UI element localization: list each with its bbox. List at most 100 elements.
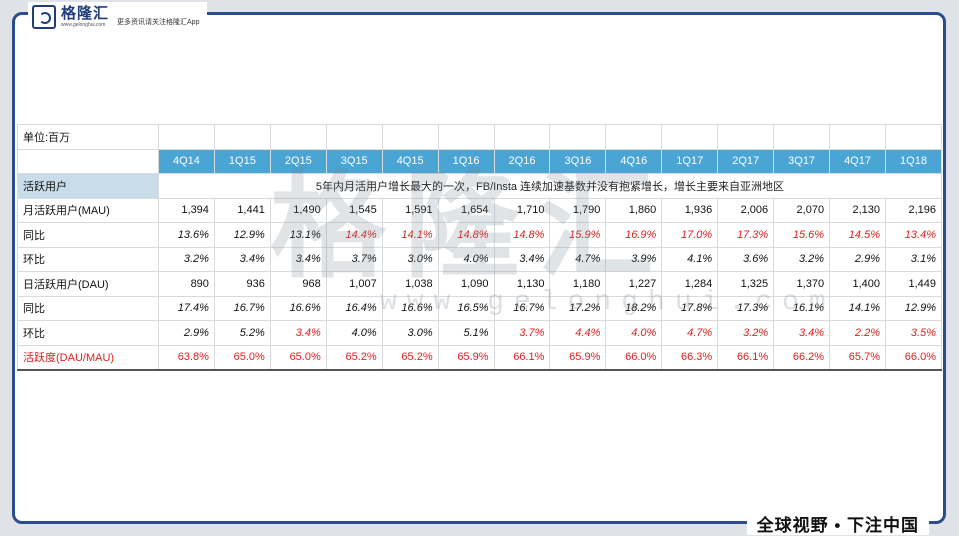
table-cell: 3.0%: [381, 246, 439, 272]
dau-row: 日活跃用户(DAU) 890 936 968 1,007 1,038 1,090 1,130 1…: [17, 271, 943, 297]
row-label: 日活跃用户(DAU): [17, 271, 159, 297]
table-cell: 66.1%: [717, 344, 775, 371]
quarter-header: 4Q16: [605, 148, 663, 174]
table-cell: 15.6%: [773, 222, 831, 248]
section-label: 活跃用户: [17, 173, 159, 199]
mau-row: 月活跃用户(MAU) 1,394 1,441 1,490 1,545 1,591 1,654…: [17, 197, 943, 223]
row-label: 活跃度(DAU/MAU): [17, 344, 159, 371]
table-cell: 13.1%: [269, 222, 327, 248]
table-cell: 1,790: [549, 197, 607, 223]
table-cell: 1,449: [884, 271, 943, 297]
table-cell: 1,654: [437, 197, 495, 223]
table-cell: 1,370: [773, 271, 831, 297]
table-cell: 17.0%: [661, 222, 719, 248]
table-cell: 14.8%: [493, 222, 551, 248]
table-cell: 3.1%: [884, 246, 943, 272]
table-cell: 3.4%: [493, 246, 551, 272]
unit-row: 单位:百万: [17, 124, 943, 150]
table-cell: 17.8%: [661, 295, 719, 321]
table-cell: 65.9%: [437, 344, 495, 371]
table-cell: 3.0%: [381, 320, 439, 346]
row-label: 月活跃用户(MAU): [17, 197, 159, 223]
table-cell: 17.3%: [717, 295, 775, 321]
table-cell: 18.2%: [605, 295, 663, 321]
table-cell: 3.4%: [269, 320, 327, 346]
table-cell: 2.9%: [829, 246, 886, 272]
table-cell: 1,284: [661, 271, 719, 297]
table-cell: 1,545: [325, 197, 383, 223]
footer-slogan: 全球视野 • 下注中国: [746, 511, 929, 535]
active-users-table: 单位:百万 4Q14 1Q15 2Q15 3Q15 4Q15 1Q16 2Q16…: [17, 124, 943, 371]
table-cell: 936: [213, 271, 271, 297]
quarter-header: 3Q17: [773, 148, 831, 174]
table-cell: 65.0%: [213, 344, 271, 371]
quarter-header: 2Q17: [717, 148, 775, 174]
table-cell: 2,130: [829, 197, 886, 223]
table-cell: 66.0%: [884, 344, 943, 371]
table-cell: 4.1%: [661, 246, 719, 272]
quarter-header: 2Q15: [269, 148, 327, 174]
unit-label: 单位:百万: [17, 124, 159, 150]
dau-qoq-row: 环比 2.9% 5.2% 3.4% 4.0% 3.0% 5.1% 3.7% 4.4% 4.0% 4.…: [17, 320, 943, 346]
table-cell: 14.5%: [829, 222, 886, 248]
mau-qoq-row: 环比 3.2% 3.4% 3.4% 3.7% 3.0% 4.0% 3.4% 4.7% 3.9% 4.…: [17, 246, 943, 272]
table-cell: 1,130: [493, 271, 551, 297]
table-cell: 65.2%: [381, 344, 439, 371]
table-cell: 17.3%: [717, 222, 775, 248]
table-cell: 3.9%: [605, 246, 663, 272]
table-cell: 16.7%: [493, 295, 551, 321]
table-cell: 1,710: [493, 197, 551, 223]
table-cell: 3.2%: [717, 320, 775, 346]
table-cell: 3.4%: [213, 246, 271, 272]
table-cell: 1,936: [661, 197, 719, 223]
table-cell: 3.2%: [158, 246, 215, 272]
table-cell: 16.4%: [325, 295, 383, 321]
table-cell: 14.8%: [437, 222, 495, 248]
table-cell: 968: [269, 271, 327, 297]
table-cell: 3.2%: [773, 246, 831, 272]
quarter-header: 1Q15: [213, 148, 271, 174]
table-cell: 1,325: [717, 271, 775, 297]
table-cell: 66.0%: [605, 344, 663, 371]
section-row: 活跃用户 5年内月活用户增长最大的一次，FB/Insta 连续加速基数并没有抱紧…: [17, 173, 942, 199]
table-cell: 4.4%: [549, 320, 607, 346]
table-cell: 14.4%: [325, 222, 383, 248]
table-cell: 16.9%: [605, 222, 663, 248]
table-cell: 4.0%: [325, 320, 383, 346]
table-cell: 1,441: [213, 197, 271, 223]
table-cell: 13.4%: [884, 222, 943, 248]
row-label: 同比: [17, 222, 159, 248]
quarter-header: 1Q16: [437, 148, 495, 174]
table-cell: 65.0%: [269, 344, 327, 371]
table-cell: 3.4%: [269, 246, 327, 272]
row-label: 环比: [17, 320, 159, 346]
table-cell: 1,394: [158, 197, 215, 223]
quarter-header: 2Q16: [493, 148, 551, 174]
table-cell: 4.7%: [549, 246, 607, 272]
table-cell: 66.3%: [661, 344, 719, 371]
table-cell: 1,007: [325, 271, 383, 297]
table-cell: 3.4%: [773, 320, 831, 346]
table-cell: 2,196: [884, 197, 943, 223]
quarter-header: 3Q16: [549, 148, 607, 174]
table-cell: 13.6%: [158, 222, 215, 248]
table-cell: 63.8%: [158, 344, 215, 371]
quarter-header: 4Q17: [829, 148, 886, 174]
table-cell: 65.2%: [325, 344, 383, 371]
table-cell: 3.5%: [884, 320, 943, 346]
table-cell: 1,090: [437, 271, 495, 297]
table-cell: 14.1%: [829, 295, 886, 321]
table-cell: 1,860: [605, 197, 663, 223]
table-cell: 4.0%: [605, 320, 663, 346]
quarter-header: 1Q17: [661, 148, 719, 174]
table-cell: 16.7%: [213, 295, 271, 321]
brand-tagline: 更多资讯请关注格隆汇App: [117, 19, 200, 26]
brand-logo: 格隆汇 www.gelonghui.com 更多资讯请关注格隆汇App: [28, 2, 208, 32]
activity-row: 活跃度(DAU/MAU) 63.8% 65.0% 65.0% 65.2% 65.2% 65.…: [17, 344, 943, 371]
table-cell: 12.9%: [884, 295, 943, 321]
section-note: 5年内月活用户增长最大的一次，FB/Insta 连续加速基数并没有抱紧增长，增长…: [158, 173, 942, 199]
table-cell: 5.1%: [437, 320, 495, 346]
table-cell: 65.7%: [829, 344, 886, 371]
table-cell: 4.7%: [661, 320, 719, 346]
table-cell: 2,070: [773, 197, 831, 223]
